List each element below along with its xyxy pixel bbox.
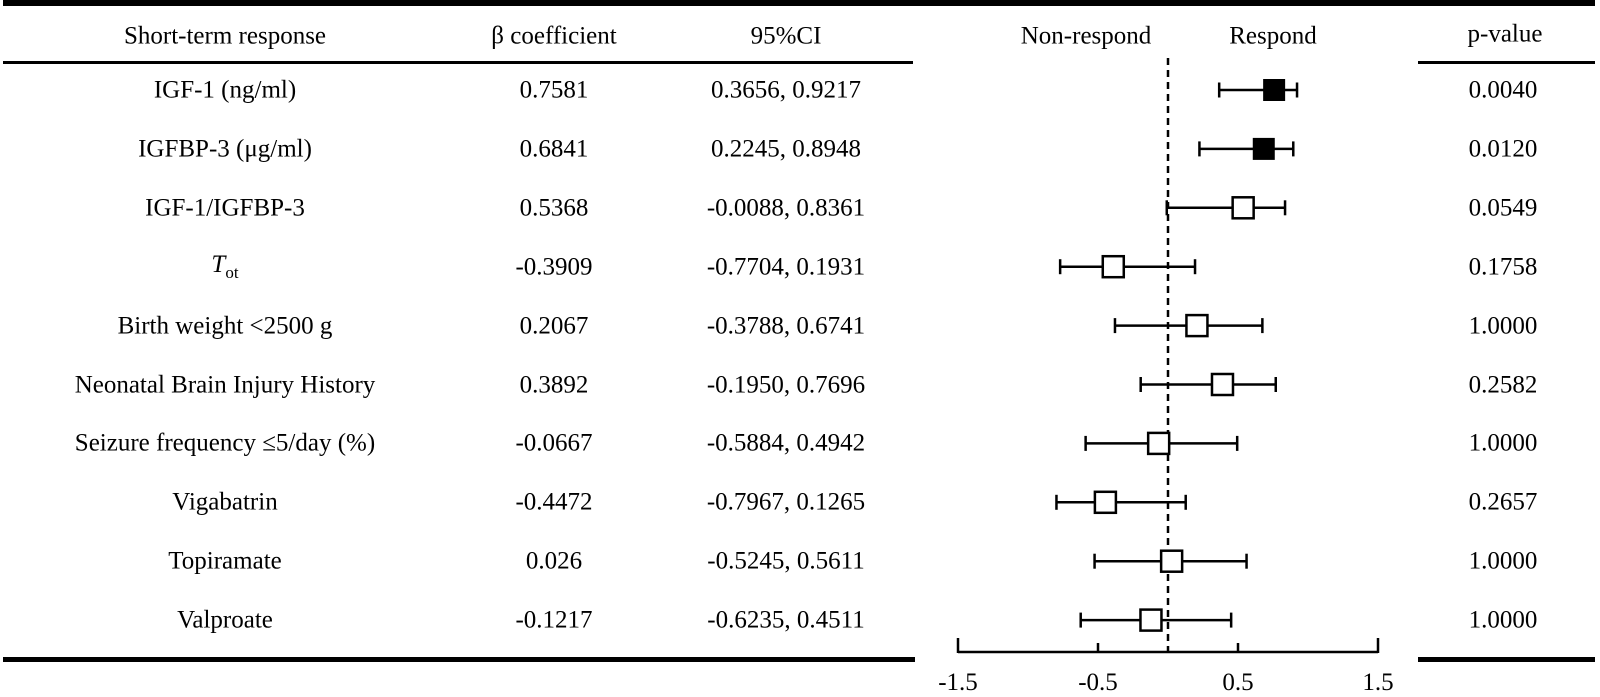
beta-marker-open: [1185, 313, 1209, 338]
row-label: Topiramate: [168, 547, 282, 575]
beta-marker-open: [1210, 372, 1235, 397]
row-ci-value: -0.0088, 0.8361: [706, 194, 866, 222]
row-beta-value: -0.4472: [515, 488, 593, 516]
row-beta-value: -0.0667: [515, 429, 593, 457]
top-border-rule: [3, 0, 1595, 6]
row-ci-value: -0.3788, 0.6741: [706, 311, 866, 339]
row-pvalue: 0.0549: [1468, 194, 1538, 222]
plot-header-respond: Respond: [1229, 22, 1317, 50]
row-beta-value: 0.3892: [519, 370, 589, 398]
left-header-underline: [3, 61, 913, 64]
row-beta-value: 0.7581: [519, 76, 589, 104]
row-beta-value: 0.6841: [519, 135, 589, 163]
beta-marker-open: [1139, 608, 1163, 632]
beta-marker-filled: [1252, 137, 1275, 160]
row-pvalue: 0.1758: [1468, 252, 1538, 280]
row-ci-value: -0.7967, 0.1265: [706, 488, 866, 516]
beta-marker-open: [1101, 254, 1126, 279]
row-label: Neonatal Brain Injury History: [74, 370, 376, 398]
row-label: Tot: [211, 250, 239, 282]
x-axis-tick-label: 0.5: [1222, 669, 1253, 696]
x-axis-tick-label: 1.5: [1362, 669, 1393, 696]
beta-marker-open: [1093, 490, 1118, 515]
row-label: Valproate: [177, 606, 273, 634]
beta-marker-open: [1231, 196, 1255, 220]
row-beta-value: 0.026: [525, 547, 583, 575]
row-label: Birth weight <2500 g: [117, 311, 333, 339]
row-pvalue: 1.0000: [1468, 429, 1538, 457]
row-label: IGF-1/IGFBP-3: [145, 194, 305, 222]
row-pvalue: 1.0000: [1468, 311, 1538, 339]
row-pvalue: 0.0040: [1468, 76, 1538, 104]
column-header-response: Short-term response: [123, 22, 327, 50]
row-label: IGF-1 (ng/ml): [153, 76, 297, 104]
row-pvalue: 0.0120: [1468, 135, 1538, 163]
pvalue-header-underline: [1418, 61, 1595, 64]
row-beta-value: -0.3909: [515, 252, 593, 280]
plot-header-nonrespond: Non-respond: [1020, 22, 1152, 50]
left-bottom-rule: [3, 657, 915, 662]
row-ci-value: -0.1950, 0.7696: [706, 370, 866, 398]
row-ci-value: 0.3656, 0.9217: [711, 76, 861, 104]
beta-marker-filled: [1263, 79, 1286, 101]
x-axis-tick-label: -1.5: [938, 669, 978, 696]
row-ci-value: -0.7704, 0.1931: [706, 252, 866, 280]
column-header-pvalue: p-value: [1467, 20, 1543, 48]
column-header-beta: β coefficient: [491, 22, 617, 50]
row-ci-value: 0.2245, 0.8948: [711, 135, 861, 163]
row-ci-value: -0.5884, 0.4942: [706, 429, 866, 457]
beta-marker-open: [1146, 431, 1171, 456]
row-beta-value: -0.1217: [515, 606, 593, 634]
pvalue-bottom-rule: [1418, 657, 1595, 662]
row-beta-value: 0.2067: [519, 311, 589, 339]
column-header-ci: 95%CI: [750, 22, 822, 50]
row-label: Seizure frequency ≤5/day (%): [74, 429, 376, 457]
beta-marker-open: [1159, 549, 1184, 573]
row-ci-value: -0.6235, 0.4511: [707, 606, 865, 634]
row-pvalue: 0.2582: [1468, 370, 1538, 398]
row-pvalue: 0.2657: [1468, 488, 1538, 516]
row-label: Vigabatrin: [172, 488, 278, 516]
row-ci-value: -0.5245, 0.5611: [707, 547, 865, 575]
row-label: IGFBP-3 (μg/ml): [138, 135, 312, 163]
row-pvalue: 1.0000: [1468, 606, 1538, 634]
x-axis-tick-label: -0.5: [1078, 669, 1118, 696]
row-pvalue: 1.0000: [1468, 547, 1538, 575]
row-beta-value: 0.5368: [519, 194, 589, 222]
